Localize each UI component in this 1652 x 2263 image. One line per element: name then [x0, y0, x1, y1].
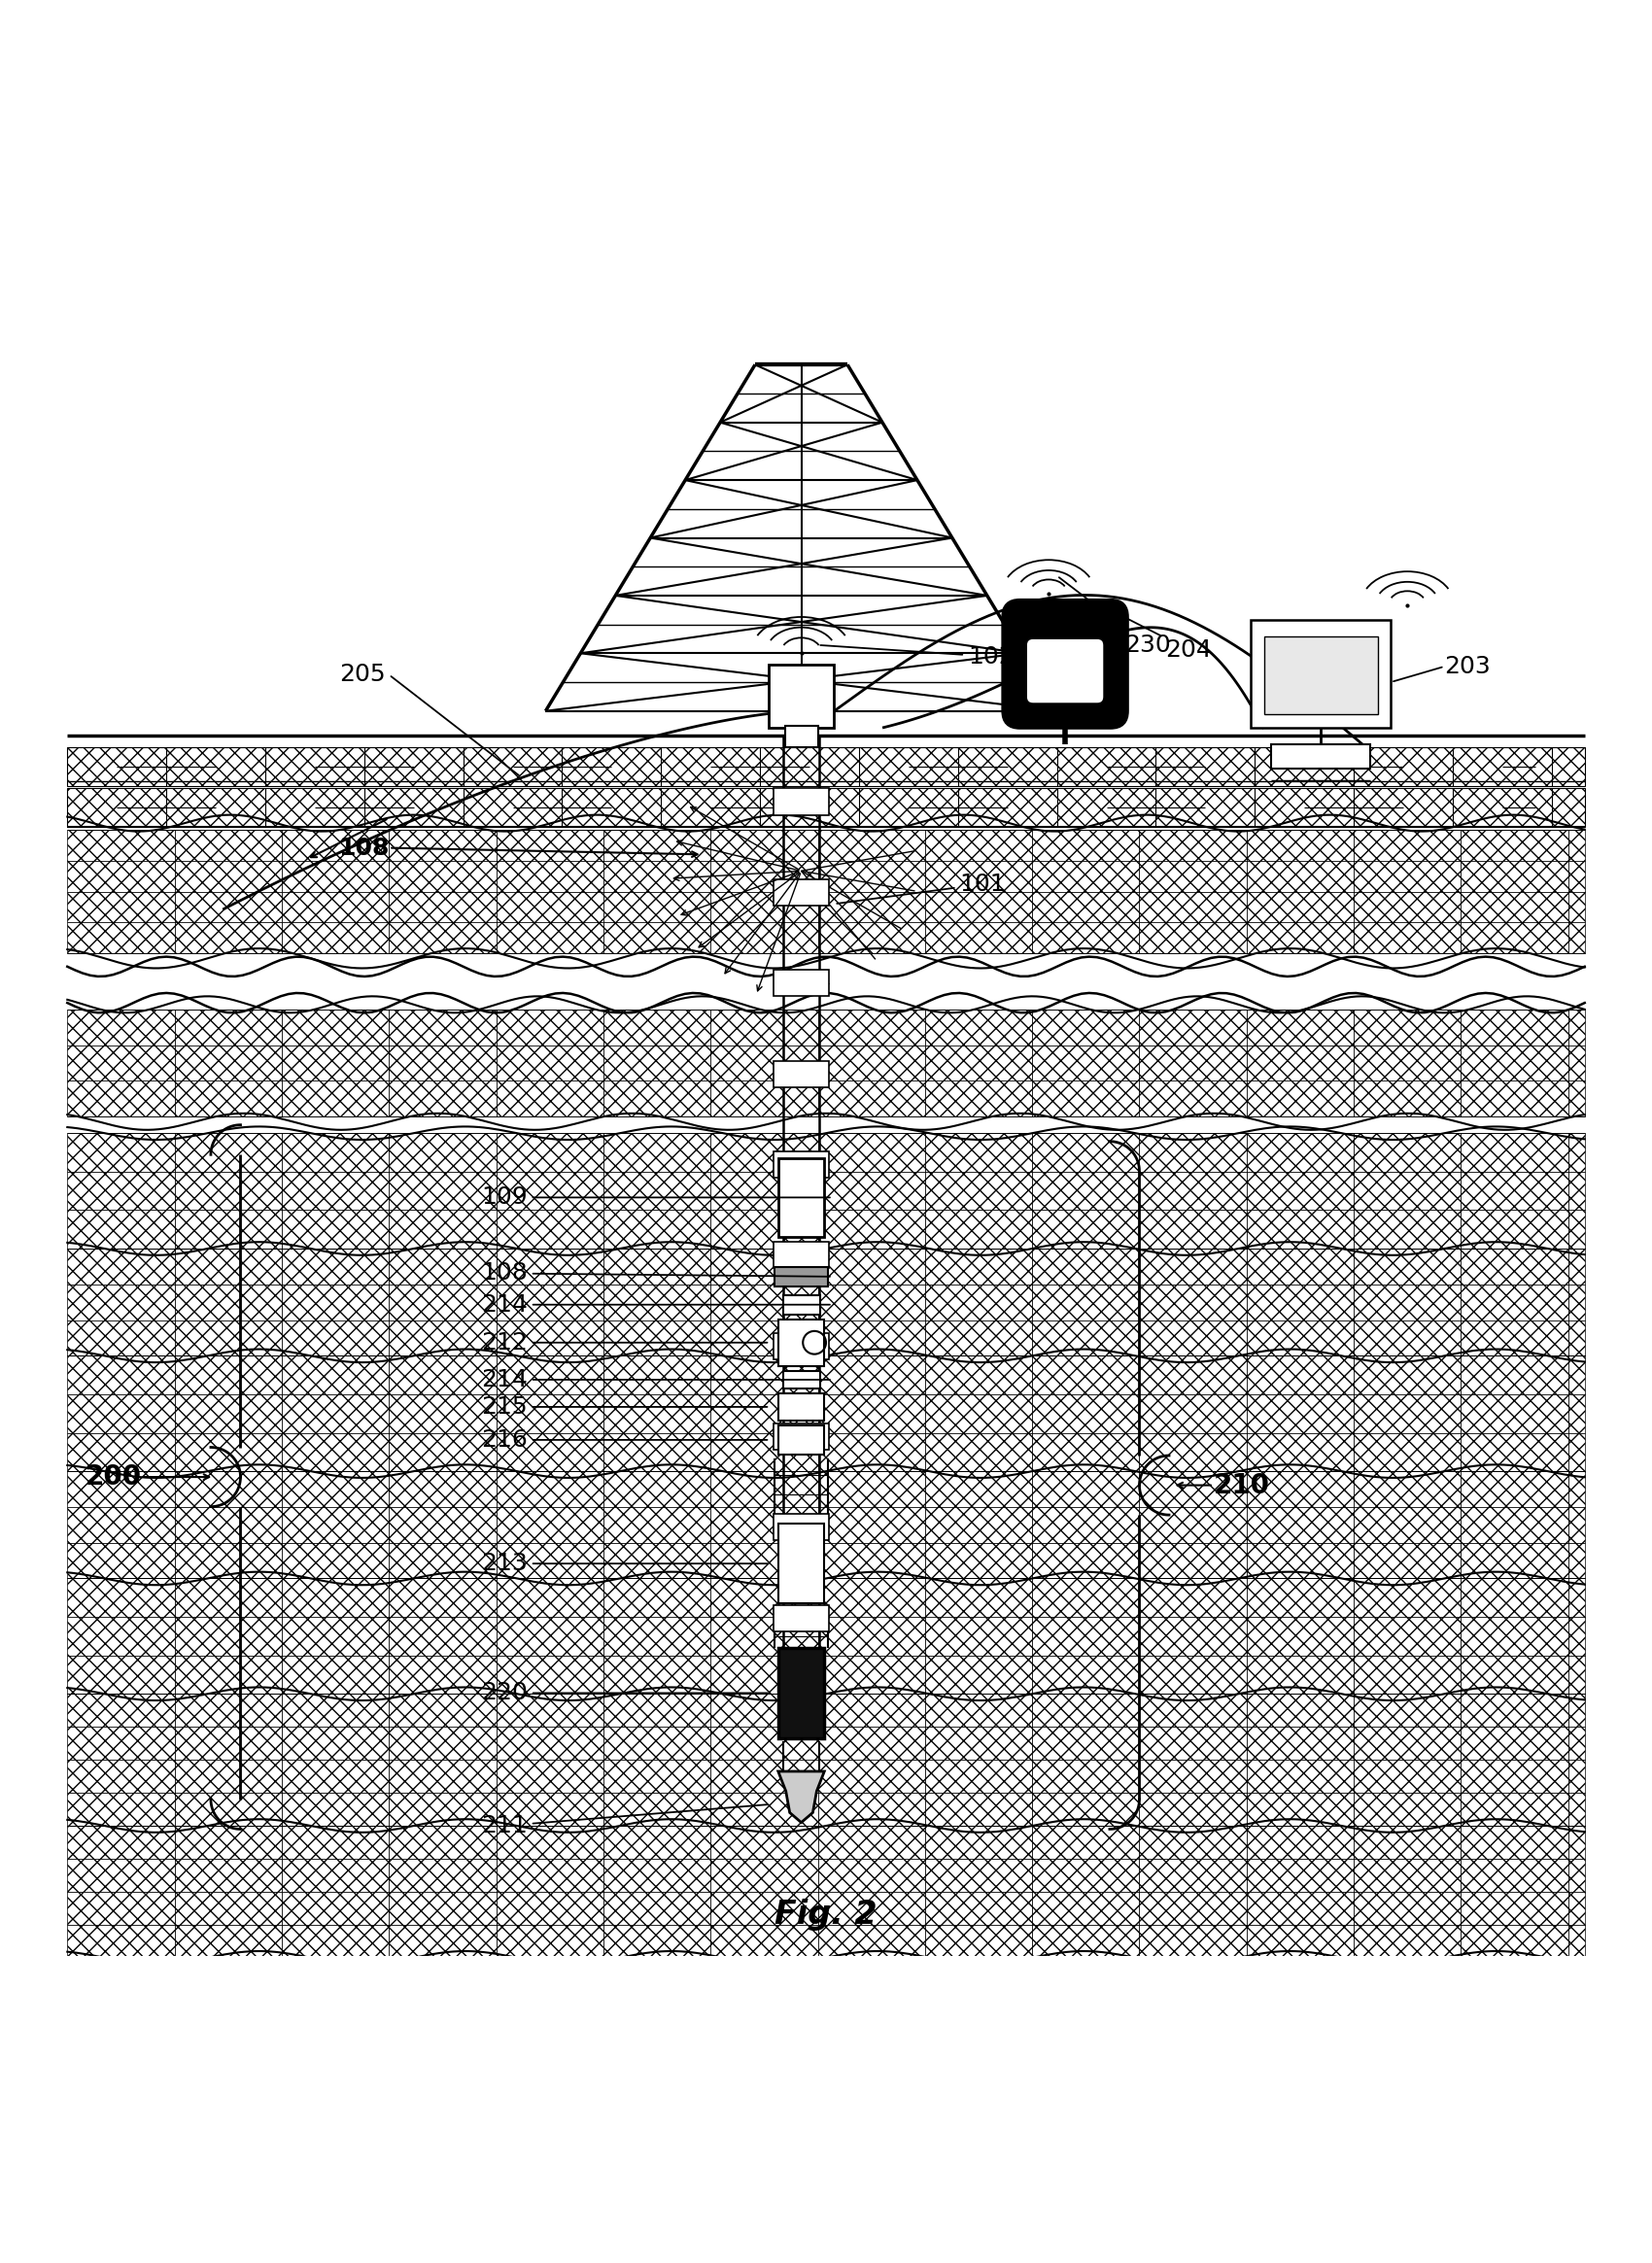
Bar — [773, 1061, 829, 1086]
Text: 211: 211 — [481, 1804, 767, 1838]
Text: 101: 101 — [838, 874, 1006, 903]
Text: 214: 214 — [481, 1292, 829, 1317]
Text: 216: 216 — [481, 1428, 767, 1451]
FancyBboxPatch shape — [1026, 638, 1104, 704]
Bar — [778, 1159, 824, 1238]
Bar — [1264, 636, 1378, 715]
Bar — [68, 1356, 1584, 1471]
Text: 109: 109 — [481, 1186, 829, 1208]
Text: 215: 215 — [481, 1396, 767, 1419]
Bar — [783, 1294, 819, 1315]
Bar — [68, 788, 1584, 826]
Bar — [773, 1604, 829, 1632]
Text: 213: 213 — [481, 1552, 767, 1575]
Bar — [68, 1577, 1584, 1693]
Bar — [768, 665, 834, 726]
Text: 220: 220 — [481, 1681, 767, 1704]
Bar — [68, 1134, 1584, 1249]
Bar — [68, 1249, 1584, 1356]
Text: 204: 204 — [1100, 604, 1213, 661]
Bar — [785, 726, 818, 747]
Bar — [773, 1423, 829, 1451]
Bar — [68, 831, 1584, 953]
Bar — [68, 1957, 1584, 2073]
Text: 210: 210 — [1214, 1471, 1270, 1498]
FancyBboxPatch shape — [1003, 600, 1127, 726]
Bar — [773, 788, 829, 815]
Text: 205: 205 — [339, 663, 385, 686]
Bar — [68, 1826, 1584, 1957]
Bar — [778, 1319, 824, 1365]
Bar — [1272, 745, 1370, 769]
Text: 203: 203 — [1444, 654, 1490, 679]
Text: 108: 108 — [481, 1263, 829, 1285]
Text: 230: 230 — [1059, 577, 1171, 656]
Text: 214: 214 — [481, 1369, 829, 1392]
Bar — [68, 1693, 1584, 1826]
Bar — [773, 1514, 829, 1541]
Bar — [778, 1647, 824, 1738]
Bar — [773, 880, 829, 905]
Bar — [773, 971, 829, 996]
Bar — [775, 1267, 828, 1288]
Bar — [778, 1394, 824, 1421]
Bar — [783, 1371, 819, 1389]
Bar — [68, 747, 1584, 785]
Text: 108: 108 — [339, 837, 388, 860]
Bar — [68, 1471, 1584, 1577]
Bar — [773, 1152, 829, 1177]
Text: 102: 102 — [821, 645, 1014, 668]
Bar — [773, 1333, 829, 1360]
Polygon shape — [778, 1772, 824, 1822]
Bar — [778, 1523, 824, 1602]
Bar — [773, 1242, 829, 1267]
Text: Fig. 2: Fig. 2 — [775, 1899, 877, 1930]
Bar — [68, 1009, 1584, 1116]
Bar — [1251, 620, 1391, 726]
Text: 200: 200 — [84, 1464, 142, 1491]
Text: 212: 212 — [481, 1331, 767, 1353]
Bar — [778, 1426, 824, 1455]
